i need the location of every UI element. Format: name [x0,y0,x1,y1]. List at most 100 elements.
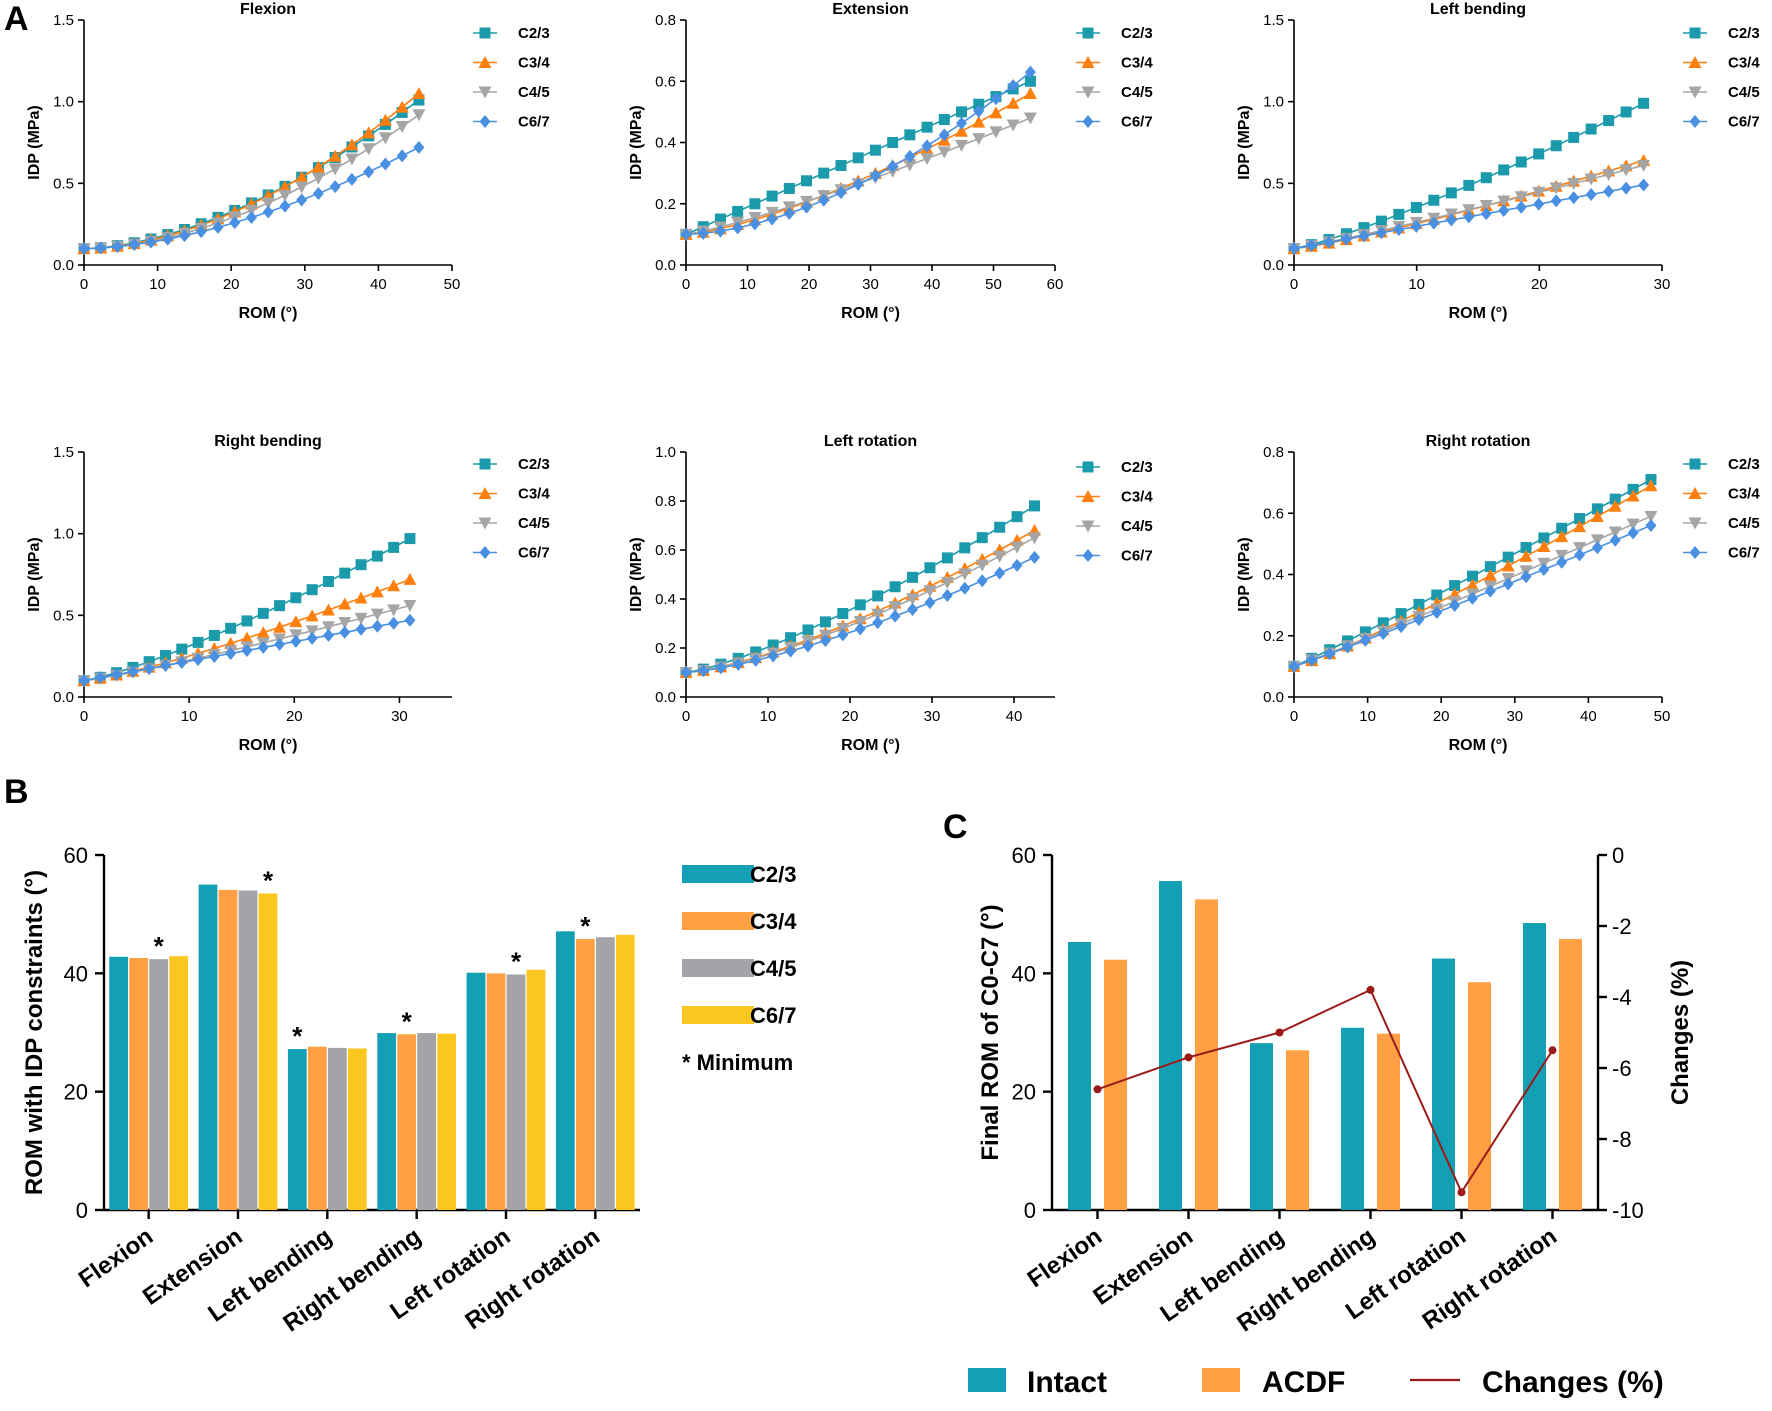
data-point [111,668,123,682]
data-point [1609,533,1621,547]
data-point [921,139,933,153]
data-point [312,186,324,200]
data-point [1377,617,1389,629]
series-line [685,505,1035,674]
data-point [1480,172,1492,184]
legend-marker [1082,115,1094,128]
data-point [1413,598,1425,610]
data-point [1445,187,1457,199]
data-point [1445,213,1457,227]
data-point [159,659,171,673]
x-tick-label: 20 [286,708,303,725]
data-point [290,634,302,648]
data-point [989,106,1003,119]
data-point [225,622,237,634]
bar-C3/4 [486,973,506,1210]
y-axis-label: IDP (MPa) [26,537,43,611]
data-point [1591,503,1603,515]
x-tick-label: 0 [682,708,690,725]
data-point [78,242,90,256]
data-point [338,617,352,630]
bar-Intact [1159,881,1182,1210]
data-point [1608,499,1622,512]
bar-C2/3 [377,1033,397,1210]
legend-label: C6/7 [1121,548,1153,565]
legend-label: C2/3 [1728,456,1760,473]
x-axis-label: ROM (°) [841,305,900,322]
data-point [241,643,253,657]
data-point [145,235,157,249]
x-tick-label: 10 [1408,276,1425,293]
bar-ACDF [1104,959,1127,1210]
data-point [749,198,761,210]
legend-label-intact: Intact [1027,1366,1107,1399]
data-point [714,224,726,238]
data-point [159,650,171,662]
minimum-marker: * [154,931,165,961]
data-point [837,608,849,620]
legend-marker [1082,27,1094,39]
legend-marker [479,115,491,128]
data-point [178,229,190,243]
y2-tick-label: 0 [1612,843,1624,868]
data-point [1023,112,1037,125]
data-point [938,114,950,126]
changes-line [1097,988,1554,1195]
data-point [1608,526,1622,539]
data-point [1028,532,1041,545]
legend-swatch [682,912,754,930]
data-point [1428,216,1440,230]
data-point [1538,532,1550,544]
legend-label: C2/3 [518,456,550,473]
legend-label: C6/7 [1728,114,1760,131]
y-tick-label: 20 [64,1080,88,1105]
x-tick-label: 30 [862,276,879,293]
data-point [818,167,830,179]
data-point [872,590,884,602]
changes-point [1548,1046,1557,1055]
line-chart-4: 0 10 20 30 0.0 0.5 1.0 1.5 Right bending ROM (°) I… [26,433,550,754]
data-point [1533,148,1545,160]
legend-marker [1081,490,1095,502]
data-point [697,226,709,240]
data-point [1609,493,1621,505]
legend-label: C4/5 [750,956,796,981]
data-point [195,225,207,239]
data-point [355,622,367,636]
y-axis-label: IDP (MPa) [1236,105,1253,179]
y-axis-label: Final ROM of C0-C7 (°) [977,904,1004,1160]
data-point [1574,548,1586,562]
x-tick-label: 30 [296,276,313,293]
data-point [1603,184,1615,198]
data-point [959,581,971,595]
data-point [290,592,302,604]
data-point [111,240,123,254]
legend-label: C2/3 [1121,25,1153,42]
data-point [887,137,899,148]
x-axis-label: ROM (°) [239,305,298,322]
data-point [128,238,140,252]
data-point [1502,551,1514,563]
data-point [95,241,107,255]
data-point [240,631,254,644]
data-point [244,204,258,217]
y-tick-label: 0.2 [655,196,676,213]
data-point [1006,96,1020,109]
y-tick-label: 0.0 [655,257,676,274]
data-point [274,600,286,612]
legend-label-changes: Changes (%) [1482,1366,1664,1399]
legend-marker [1082,549,1094,562]
data-point [1620,106,1632,118]
y-tick-label: 60 [1012,843,1036,868]
data-point [274,637,286,651]
data-point [388,616,400,630]
data-point [345,153,359,166]
data-point [1479,200,1493,213]
y-tick-label: 0.6 [655,542,676,559]
data-point [923,585,937,598]
data-point [852,152,864,164]
legend-marker [1081,56,1095,68]
legend-swatch [682,1006,754,1024]
data-point [1395,608,1407,620]
